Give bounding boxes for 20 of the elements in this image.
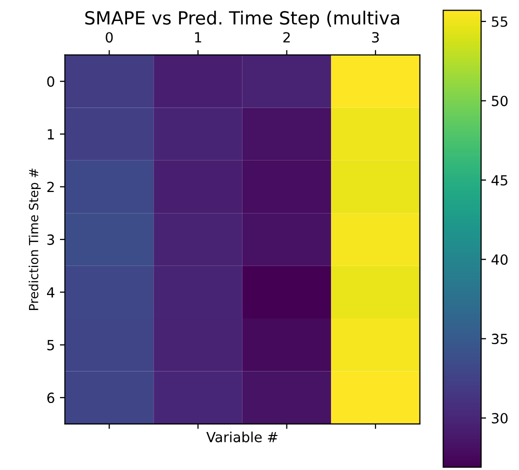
y-axis-title: Prediction Time Step #: [28, 168, 41, 310]
x-tick-label: 2: [283, 32, 290, 42]
y-tick-label: 5: [47, 340, 54, 350]
y-tick-label: 1: [48, 129, 54, 140]
x-tick-label: 1: [195, 32, 202, 42]
x-tick-label: 3: [372, 32, 379, 43]
y-tick-label: 6: [47, 392, 54, 404]
color-bar-label: 40: [492, 254, 508, 265]
chart-title: SMAPE vs Pred. Time Step (multiva: [85, 10, 400, 28]
color-bar-label: 35: [492, 334, 508, 344]
y-tick-label: 4: [46, 287, 54, 298]
color-bar-label: 30: [492, 412, 508, 424]
x-axis-title: Variable #: [206, 432, 278, 442]
color-bar-label: 55: [492, 16, 508, 27]
color-bar-label: 45: [492, 175, 508, 186]
y-tick-label: 3: [47, 234, 54, 245]
y-tick-label: 2: [47, 182, 54, 192]
color-bar-label: 50: [492, 96, 508, 106]
y-tick-label: 0: [47, 76, 54, 87]
x-tick-label: 0: [106, 32, 113, 43]
